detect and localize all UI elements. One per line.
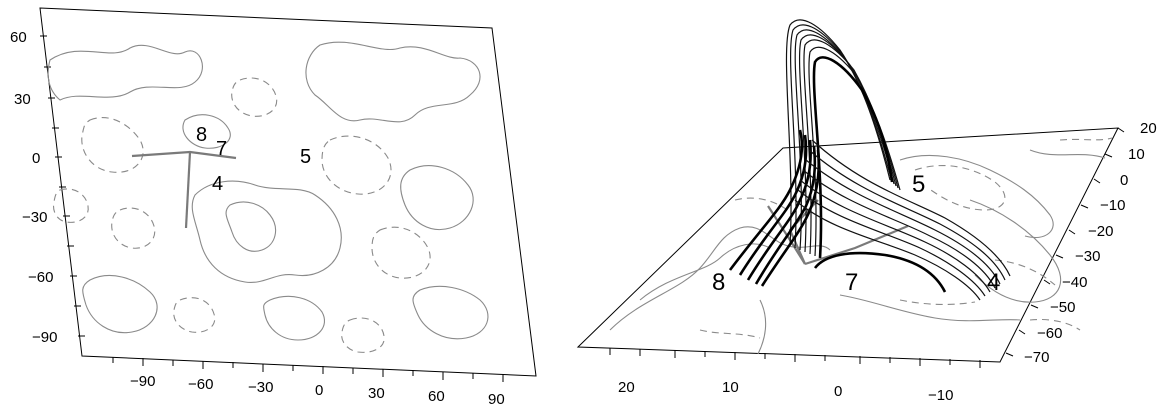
contour-line xyxy=(173,297,216,333)
left-frame xyxy=(39,7,537,377)
contour-line xyxy=(839,294,1021,322)
field-line xyxy=(802,169,996,289)
contour-line xyxy=(341,317,385,353)
contour-line xyxy=(82,275,158,334)
right-label-5: 5 xyxy=(912,171,925,198)
left-y-tick: −60 xyxy=(28,269,53,286)
left-x-tick: 30 xyxy=(368,385,385,402)
right-x-tick: 10 xyxy=(722,379,739,396)
contour-line xyxy=(191,180,342,283)
left-x-tick: −90 xyxy=(130,373,155,390)
contour-line xyxy=(639,243,771,301)
left-label-7: 7 xyxy=(216,138,227,160)
left-y-tick: 0 xyxy=(32,150,40,167)
right-y-tick: −10 xyxy=(1100,197,1125,214)
field-line xyxy=(754,145,817,285)
right-y-tick: −70 xyxy=(1024,349,1049,366)
gray-line xyxy=(184,151,192,229)
contour-line xyxy=(1059,137,1113,141)
left-x-tick: 90 xyxy=(488,391,505,406)
contour-line xyxy=(111,207,156,249)
contour-line xyxy=(969,199,1062,303)
left-x-tick: 60 xyxy=(428,388,445,405)
contour-line xyxy=(263,295,325,341)
contour-line xyxy=(52,188,89,223)
field-line xyxy=(805,159,1001,285)
field-line xyxy=(738,134,808,276)
left-y-tick: 60 xyxy=(10,29,27,46)
left-x-axis: −90 −60 −30 0 30 60 90 xyxy=(112,357,505,406)
right-panel: 20 10 0 −10 20 10 0 −10 −20 −30 −40 −50 … xyxy=(576,19,1157,404)
right-x-tick: 0 xyxy=(834,383,842,400)
contour-line xyxy=(305,41,481,123)
right-y-tick: −30 xyxy=(1075,248,1100,265)
right-label-7: 7 xyxy=(845,269,858,296)
right-y-tick: −60 xyxy=(1037,325,1062,342)
left-y-axis: 60 30 0 −30 −60 −90 xyxy=(10,29,85,346)
contour-line xyxy=(899,299,976,306)
field-line xyxy=(746,139,812,281)
right-x-tick: −10 xyxy=(928,387,953,404)
right-y-axis: 20 10 0 −10 −20 −30 −40 −50 −60 −70 xyxy=(1005,120,1157,366)
right-y-tick: −40 xyxy=(1062,274,1087,291)
left-x-tick: 0 xyxy=(315,382,323,399)
contour-line xyxy=(994,259,1056,286)
contour-line xyxy=(914,164,1006,211)
left-gray-lines xyxy=(131,150,237,229)
field-line xyxy=(797,189,986,297)
right-field-lines xyxy=(728,19,1011,301)
contour-line xyxy=(1029,318,1081,331)
contour-line xyxy=(699,329,761,339)
left-label-4: 4 xyxy=(212,173,223,195)
left-label-5: 5 xyxy=(300,146,311,168)
contour-line xyxy=(899,154,1054,238)
field-line xyxy=(799,179,991,293)
right-x-tick: 20 xyxy=(618,379,635,396)
left-y-tick: −30 xyxy=(22,209,47,226)
field-line xyxy=(794,29,895,251)
contour-line xyxy=(400,165,474,230)
contour-line xyxy=(231,77,278,117)
field-line xyxy=(790,24,893,249)
left-panel: 60 30 0 −30 −60 −90 −90 −60 −30 xyxy=(10,7,537,406)
field-line xyxy=(813,251,947,293)
contour-line xyxy=(371,226,431,279)
contour-line xyxy=(225,201,277,252)
field-line xyxy=(808,149,1006,281)
contour-line xyxy=(182,114,231,149)
right-y-tick: 0 xyxy=(1120,172,1128,189)
left-x-tick: −30 xyxy=(248,379,273,396)
gray-line xyxy=(804,224,909,266)
field-line xyxy=(812,56,894,259)
right-y-tick: 20 xyxy=(1140,120,1157,137)
contour-line xyxy=(47,44,203,101)
left-x-tick: −60 xyxy=(188,376,213,393)
right-base-plane xyxy=(576,127,1119,363)
right-label-4: 4 xyxy=(987,269,1000,296)
contour-line xyxy=(412,285,489,340)
contour-line xyxy=(757,299,767,355)
contour-line xyxy=(1029,149,1106,159)
field-line xyxy=(794,199,981,301)
contour-line xyxy=(321,135,392,195)
right-y-tick: 10 xyxy=(1128,146,1145,163)
field-line xyxy=(728,129,804,271)
left-contours xyxy=(47,41,489,353)
left-y-tick: 30 xyxy=(14,91,31,108)
right-y-tick: −20 xyxy=(1088,223,1113,240)
right-y-tick: −50 xyxy=(1050,299,1075,316)
right-label-8: 8 xyxy=(712,269,725,296)
left-y-tick: −90 xyxy=(32,329,57,346)
left-label-8: 8 xyxy=(196,124,207,146)
contour-line xyxy=(81,117,144,173)
field-line xyxy=(811,139,1011,277)
right-x-axis: 20 10 0 −10 xyxy=(609,348,981,404)
